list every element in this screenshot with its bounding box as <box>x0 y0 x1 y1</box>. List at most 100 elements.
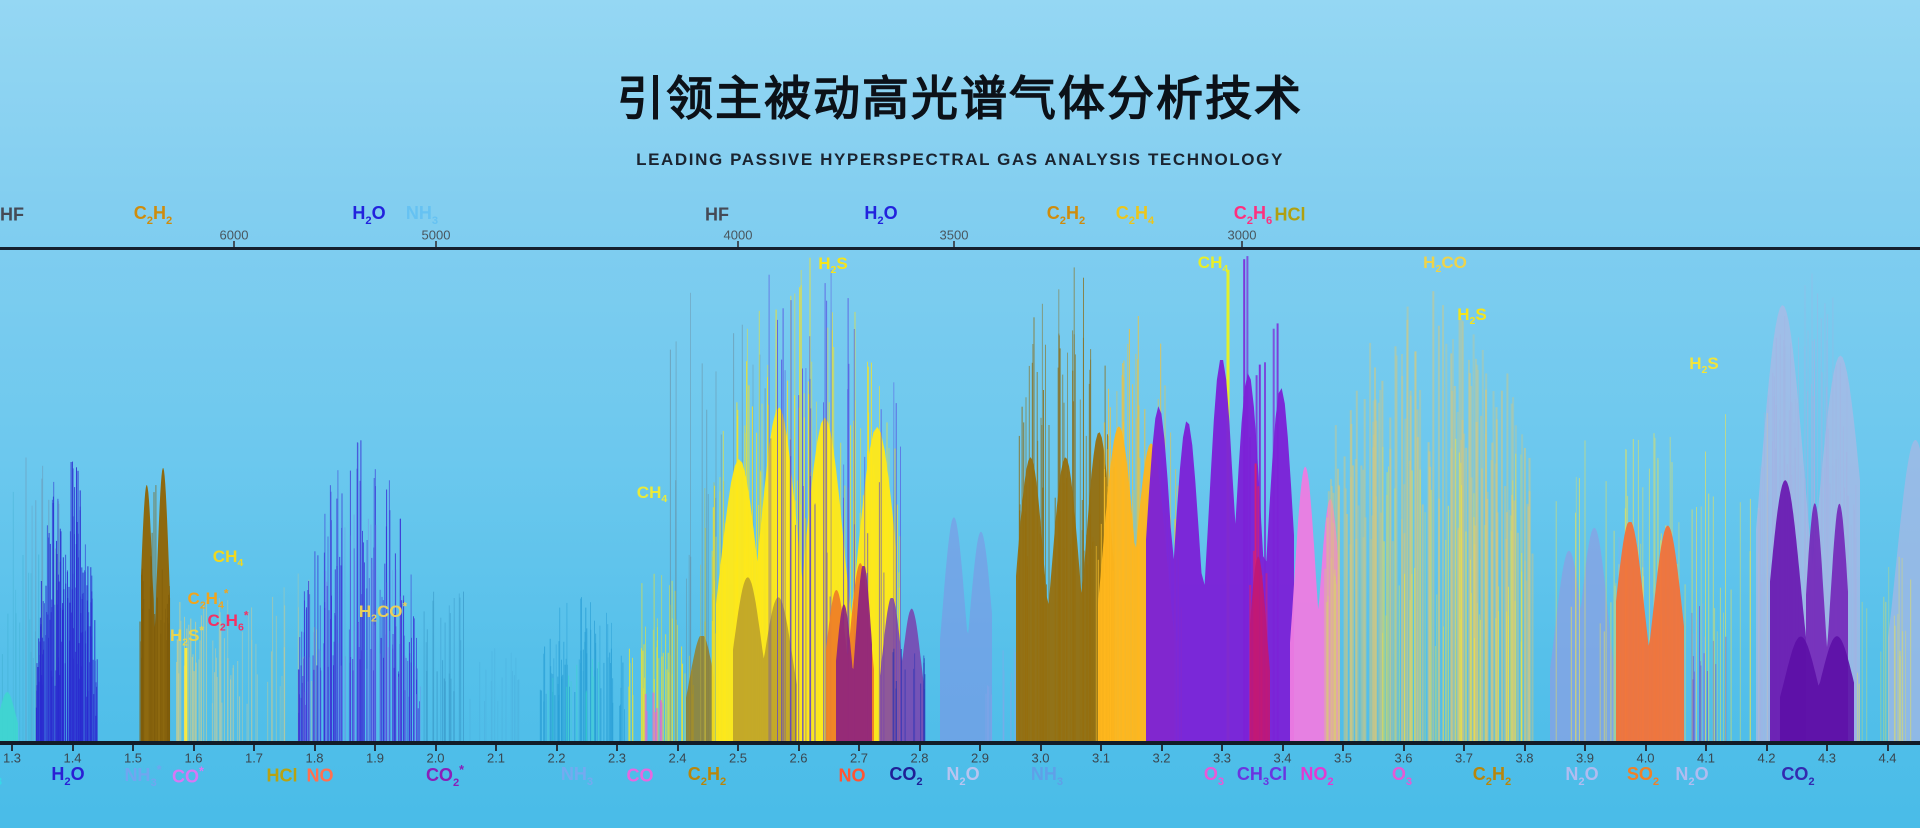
wavenumber-tick-mark <box>737 241 739 247</box>
gas-label-top: H2O <box>864 203 898 227</box>
wavelength-tick-label: 1.6 <box>184 750 203 766</box>
wavenumber-tick-label: 5000 <box>421 227 451 243</box>
wavelength-tick-mark <box>374 745 376 751</box>
wavelength-tick-mark <box>1221 745 1223 751</box>
gas-label-bottom: CO <box>626 765 654 786</box>
wavelength-tick-mark <box>616 745 618 751</box>
gas-label-bottom: NH3 <box>560 764 594 788</box>
wavelength-tick-mark <box>1705 745 1707 751</box>
gas-label-bottom: N2O <box>1565 764 1599 788</box>
wavelength-tick-label: 3.0 <box>1031 750 1050 766</box>
wavelength-tick-label: 4.1 <box>1696 750 1716 766</box>
wavelength-tick-label: 3.7 <box>1454 750 1474 766</box>
page-subtitle: LEADING PASSIVE HYPERSPECTRAL GAS ANALYS… <box>636 150 1284 169</box>
wavelength-tick-mark <box>1281 745 1284 751</box>
wavelength-tick-label: 4.3 <box>1817 750 1837 766</box>
wavelength-tick-label: 2.2 <box>547 750 566 766</box>
gas-label-bottom: O3 <box>1203 764 1225 788</box>
gas-label-inner: H2S <box>818 253 848 277</box>
wavelength-tick-label: 1.7 <box>244 750 264 766</box>
wavelength-tick-mark <box>979 745 981 751</box>
wavelength-tick-mark <box>71 745 74 751</box>
gas-label-bottom: CO2 <box>1781 764 1815 788</box>
gas-label-inner: C2H6* <box>207 608 249 634</box>
wavelength-tick-mark <box>1765 745 1768 751</box>
wavelength-tick-mark <box>737 745 739 751</box>
wavelength-tick-mark <box>1463 745 1465 751</box>
wavelength-tick-mark <box>555 745 558 751</box>
wavelength-tick-label: 3.3 <box>1212 750 1232 766</box>
gas-label-bottom: CH3Cl <box>1236 764 1288 788</box>
gas-label-inner: C2H4* <box>187 586 229 612</box>
wavenumber-tick-mark <box>1241 241 1243 247</box>
wavelength-tick-mark <box>797 745 800 751</box>
wavelength-tick-mark <box>434 745 437 751</box>
wavelength-tick-label: 4.2 <box>1757 750 1776 766</box>
wavenumber-tick-mark <box>233 241 235 247</box>
wavelength-tick-label: 2.6 <box>789 750 808 766</box>
gas-label-bottom: O3 <box>1391 764 1413 788</box>
wavenumber-tick-mark <box>435 241 437 247</box>
wavelength-tick-label: 1.8 <box>305 750 324 766</box>
wavelength-tick-mark <box>11 745 13 751</box>
wavelength-tick-mark <box>1584 745 1586 751</box>
wavenumber-tick-label: 3500 <box>939 227 969 243</box>
wavelength-tick-mark <box>858 745 860 751</box>
gas-label-bottom: NO <box>306 765 334 786</box>
wavelength-tick-mark <box>1886 745 1889 751</box>
wavelength-tick-label: 2.3 <box>607 750 627 766</box>
gas-label-top: HF <box>0 204 24 225</box>
wavelength-tick-label: 3.8 <box>1515 750 1534 766</box>
bottom-axis-line <box>0 741 1920 745</box>
gas-label-top: C2H4 <box>1115 203 1155 227</box>
wavelength-tick-mark <box>253 745 255 751</box>
wavelength-tick-label: 2.0 <box>426 750 445 766</box>
wavelength-tick-mark <box>132 745 134 751</box>
wavelength-tick-label: 4.0 <box>1636 750 1655 766</box>
gas-label-top: H2O <box>352 203 386 227</box>
gas-label-inner: CH4 <box>1197 252 1229 276</box>
wavelength-tick-label: 3.5 <box>1333 750 1353 766</box>
wavenumber-tick-label: 4000 <box>723 227 753 243</box>
gas-label-bottom: H2O <box>51 764 85 788</box>
gas-label-top: C2H2 <box>133 203 173 227</box>
wavenumber-tick-mark <box>953 241 955 247</box>
gas-label-bottom: SO2 <box>1626 764 1660 788</box>
page-title: 引领主被动高光谱气体分析技术 <box>617 72 1303 125</box>
wavelength-tick-mark <box>192 745 195 751</box>
gas-label-bottom: HCl <box>266 765 298 786</box>
gas-label-top: C2H2 <box>1046 203 1086 227</box>
wavelength-tick-label: 2.1 <box>486 750 506 766</box>
gas-label-bottom: C2H2 <box>1472 764 1512 788</box>
wavelength-tick-mark <box>313 745 316 751</box>
wavelength-tick-mark <box>1100 745 1102 751</box>
wavelength-tick-label: 2.9 <box>970 750 990 766</box>
gas-label-inner: H2CO* <box>358 599 408 625</box>
wavelength-tick-mark <box>1644 745 1647 751</box>
gas-label-bottom: N2O <box>946 764 980 788</box>
wavenumber-tick-label: 3000 <box>1227 227 1257 243</box>
wavelength-tick-label: 2.8 <box>910 750 929 766</box>
gas-label-inner: CH4 <box>636 482 668 506</box>
gas-label-bottom: N2O <box>1675 764 1709 788</box>
wavelength-tick-label: 3.1 <box>1091 750 1111 766</box>
gas-label-inner: CH4 <box>212 546 244 570</box>
gas-label-bottom: CO2* <box>425 763 465 789</box>
wavelength-tick-mark <box>1826 745 1828 751</box>
gas-label-bottom: O3 <box>0 764 2 788</box>
gas-label-bottom: C2H2 <box>687 764 727 788</box>
wavelength-tick-mark <box>918 745 921 751</box>
wavelength-tick-mark <box>1160 745 1163 751</box>
gas-label-bottom: NO <box>838 765 866 786</box>
wavelength-tick-label: 1.9 <box>365 750 385 766</box>
wavelength-tick-mark <box>1402 745 1405 751</box>
gas-label-top: HCl <box>1274 204 1306 225</box>
wavelength-tick-label: 1.4 <box>63 750 82 766</box>
wavelength-tick-label: 1.3 <box>2 750 22 766</box>
gas-label-bottom: NH3 <box>1030 764 1064 788</box>
wavelength-tick-label: 2.7 <box>849 750 869 766</box>
wavelength-tick-label: 3.6 <box>1394 750 1413 766</box>
top-axis-line <box>0 247 1920 250</box>
